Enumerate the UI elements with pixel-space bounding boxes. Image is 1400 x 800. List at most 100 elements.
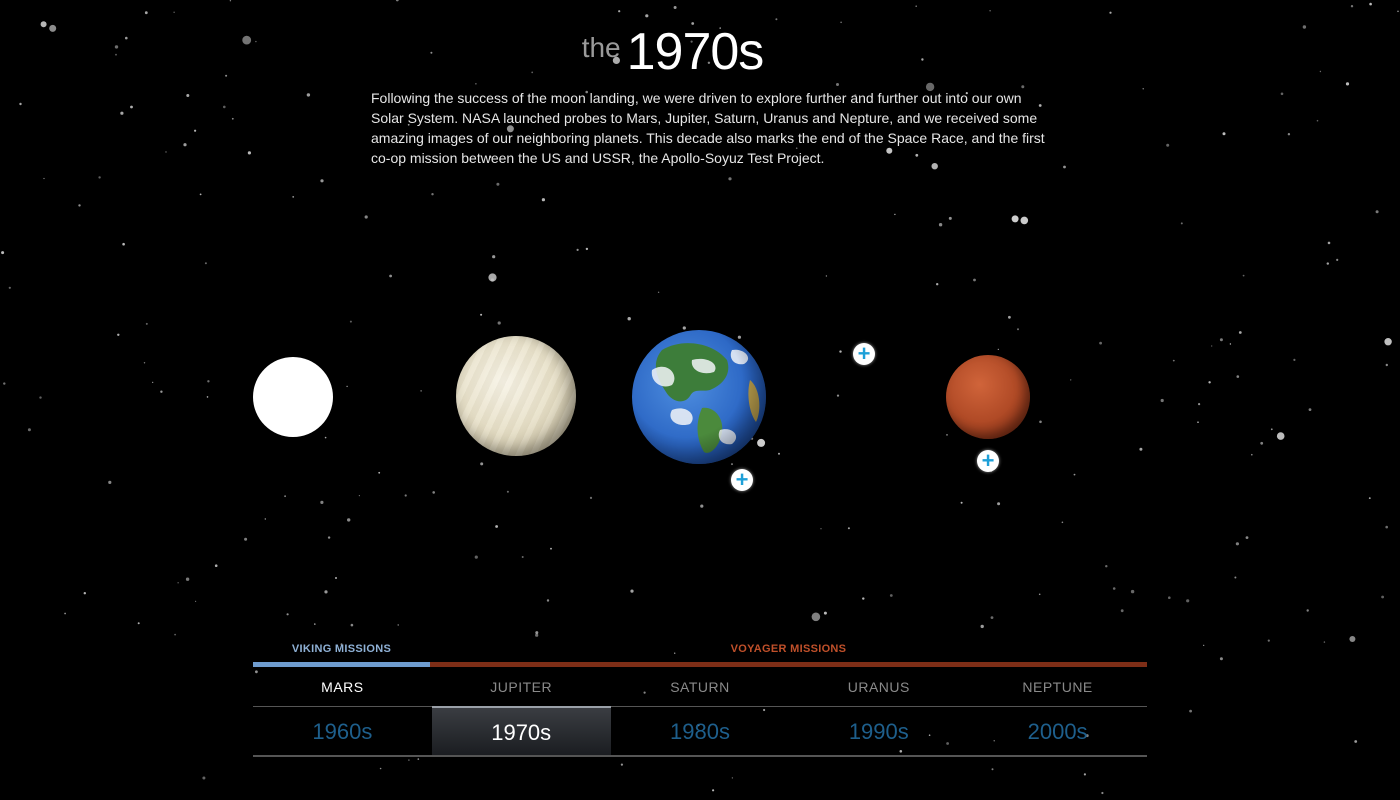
star bbox=[1021, 85, 1025, 89]
star bbox=[589, 496, 593, 499]
planet-tab-neptune[interactable]: NEPTUNE bbox=[1022, 679, 1093, 695]
star bbox=[825, 275, 828, 277]
star bbox=[836, 394, 840, 397]
decade-tab-1980s[interactable]: 1980s bbox=[670, 719, 730, 744]
star bbox=[496, 182, 500, 186]
star bbox=[535, 633, 539, 637]
star bbox=[840, 21, 842, 24]
star bbox=[115, 53, 117, 56]
star bbox=[1287, 133, 1291, 136]
star bbox=[965, 92, 968, 95]
star bbox=[1039, 420, 1042, 424]
star bbox=[946, 434, 948, 436]
star bbox=[389, 274, 392, 278]
star bbox=[697, 724, 700, 727]
star bbox=[255, 40, 257, 43]
star bbox=[207, 380, 210, 383]
star bbox=[186, 94, 190, 97]
star bbox=[98, 176, 101, 179]
decade-tab-1970s[interactable]: 1970s bbox=[431, 706, 611, 755]
plus-icon[interactable]: + bbox=[731, 469, 753, 491]
star bbox=[1099, 341, 1102, 345]
earth-icon[interactable] bbox=[632, 330, 766, 464]
star bbox=[489, 155, 492, 158]
voyager-missions-bar bbox=[430, 662, 1147, 667]
star bbox=[1172, 359, 1175, 362]
star bbox=[763, 708, 766, 712]
star bbox=[921, 58, 924, 61]
star bbox=[1198, 403, 1201, 406]
star bbox=[691, 22, 695, 25]
star bbox=[495, 525, 498, 528]
star bbox=[700, 504, 704, 508]
title-decade: 1970s bbox=[626, 23, 765, 81]
star bbox=[1008, 315, 1011, 319]
star bbox=[144, 11, 148, 15]
star bbox=[820, 528, 822, 530]
star bbox=[674, 652, 676, 654]
star bbox=[174, 633, 177, 636]
star bbox=[521, 556, 524, 558]
star bbox=[690, 40, 693, 43]
star bbox=[847, 527, 850, 530]
viking-missions-bar bbox=[253, 662, 430, 667]
star bbox=[244, 537, 248, 541]
star bbox=[214, 564, 218, 567]
star bbox=[757, 438, 766, 447]
plus-icon[interactable]: + bbox=[853, 343, 875, 365]
star bbox=[173, 11, 175, 13]
star bbox=[811, 612, 821, 622]
planet-tab-saturn[interactable]: SATURN bbox=[670, 679, 730, 695]
star bbox=[1085, 734, 1089, 738]
planet-tab-jupiter[interactable]: JUPITER bbox=[490, 679, 553, 695]
star bbox=[1112, 587, 1116, 590]
star bbox=[755, 41, 758, 43]
star bbox=[1222, 132, 1226, 136]
star bbox=[993, 740, 995, 742]
star bbox=[645, 14, 649, 18]
star bbox=[49, 24, 57, 32]
star bbox=[125, 36, 128, 40]
plus-icon[interactable]: + bbox=[977, 450, 999, 472]
star bbox=[1229, 343, 1232, 345]
star bbox=[894, 213, 896, 216]
star bbox=[204, 262, 207, 265]
decade-tab-1990s[interactable]: 1990s bbox=[848, 719, 909, 744]
star bbox=[657, 291, 660, 293]
star bbox=[340, 643, 343, 646]
star bbox=[1105, 565, 1108, 568]
decade-tab-1960s[interactable]: 1960s bbox=[312, 719, 373, 744]
planet-tab-mars[interactable]: MARS bbox=[321, 679, 364, 695]
star bbox=[1350, 5, 1354, 8]
star bbox=[130, 105, 133, 109]
star bbox=[1326, 262, 1330, 265]
star bbox=[231, 117, 234, 120]
star bbox=[823, 611, 827, 615]
star bbox=[194, 129, 197, 132]
planet-tab-uranus[interactable]: URANUS bbox=[847, 679, 910, 695]
star bbox=[320, 179, 324, 183]
star bbox=[122, 242, 125, 246]
venus-icon[interactable] bbox=[456, 336, 576, 456]
star bbox=[1038, 593, 1041, 596]
star bbox=[264, 518, 266, 520]
star bbox=[1139, 447, 1143, 451]
star bbox=[1293, 358, 1296, 361]
mars-icon[interactable] bbox=[946, 355, 1030, 439]
star bbox=[1302, 25, 1307, 29]
star bbox=[886, 147, 893, 154]
star bbox=[1168, 596, 1171, 599]
planet-row: MARS JUPITER SATURN URANUS NEPTUNE bbox=[253, 667, 1147, 707]
star bbox=[177, 582, 179, 584]
moon-icon[interactable] bbox=[253, 357, 333, 437]
star bbox=[682, 326, 686, 330]
star bbox=[989, 10, 991, 12]
star bbox=[284, 495, 286, 498]
star bbox=[1101, 791, 1104, 795]
star bbox=[576, 248, 579, 251]
decade-row: 1960s 1970s 1980s 1990s 2000s bbox=[253, 706, 1147, 757]
star bbox=[915, 5, 917, 7]
decade-tab-2000s[interactable]: 2000s bbox=[1027, 719, 1088, 744]
star bbox=[915, 153, 919, 157]
star bbox=[242, 35, 252, 45]
